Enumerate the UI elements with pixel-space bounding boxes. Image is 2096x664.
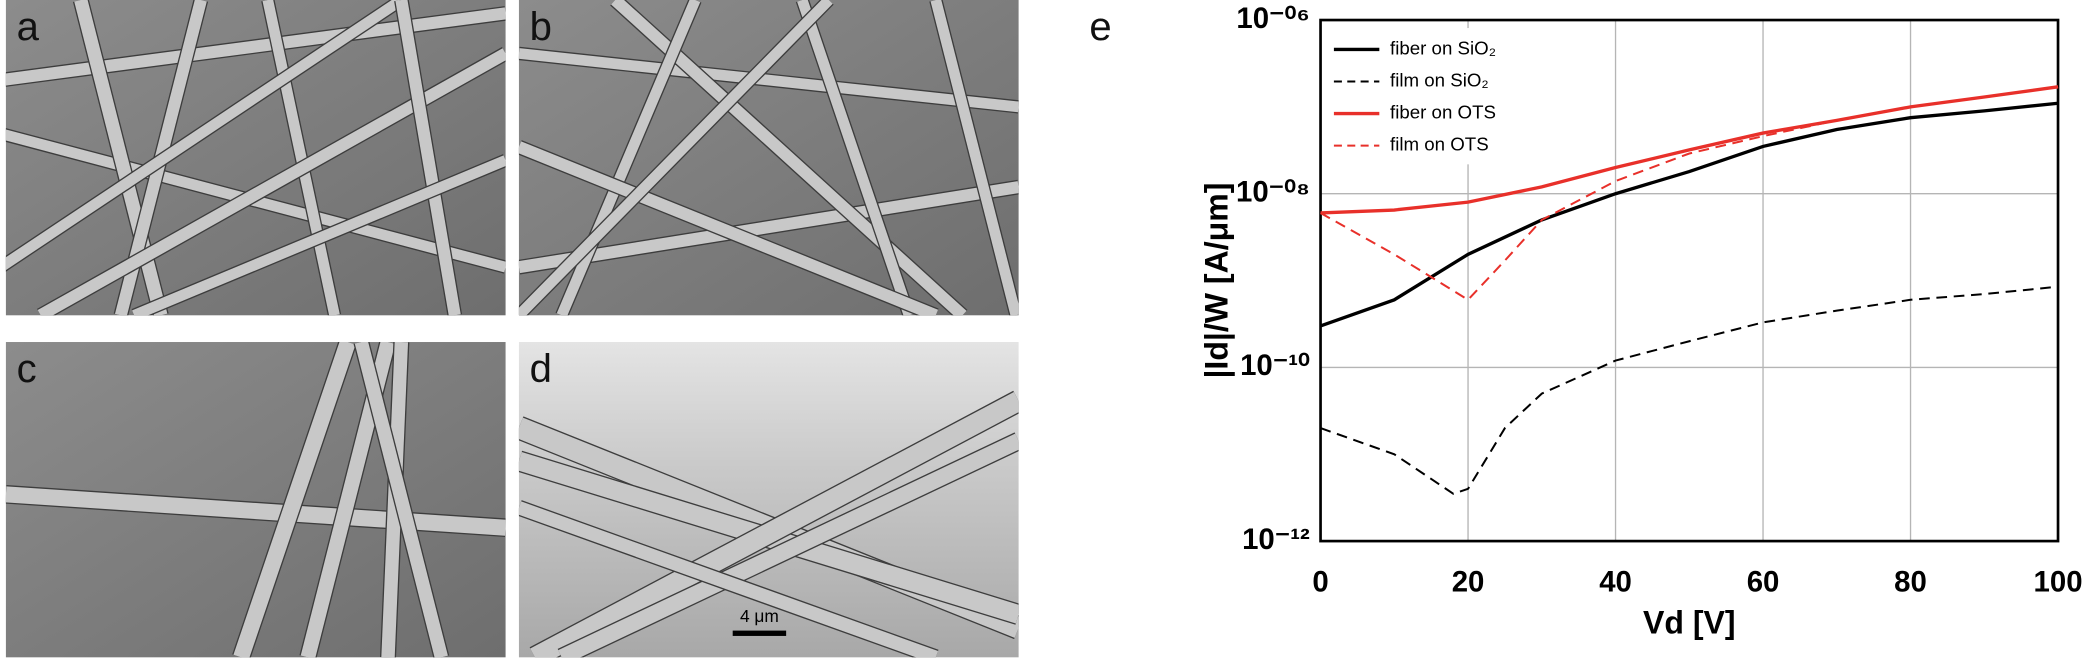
fiber xyxy=(930,0,1019,316)
panel-label: e xyxy=(1089,5,1111,49)
fibers xyxy=(5,0,1019,658)
fiber xyxy=(5,0,405,271)
fiber-group xyxy=(5,0,506,316)
fiber-group xyxy=(518,0,1019,316)
y-axis-title: |Id|/W [A/μm] xyxy=(1198,183,1234,379)
chart: 0 20 40 60 80 100 10⁻¹² 10⁻¹⁰ 10⁻⁰⁸ 10⁻⁰⁶ Vd [V] |I… xyxy=(1198,2,2082,641)
y-tick-label: 10⁻¹² xyxy=(1242,523,1310,556)
x-tick-label: 100 xyxy=(2034,566,2083,599)
fiber xyxy=(518,181,1019,274)
legend-label: film on SiO₂ xyxy=(1390,69,1489,90)
fiber xyxy=(262,0,340,316)
y-tick-label: 10⁻⁰⁸ xyxy=(1236,175,1310,208)
fiber xyxy=(132,155,506,316)
fiber xyxy=(518,501,939,658)
legend-label: fiber on OTS xyxy=(1390,101,1496,122)
y-tick-label: 10⁻¹⁰ xyxy=(1240,349,1310,382)
fiber xyxy=(530,391,1019,658)
panel-label: c xyxy=(17,347,37,391)
y-tick-label: 10⁻⁰⁶ xyxy=(1236,2,1309,35)
legend-label: fiber on SiO₂ xyxy=(1390,37,1496,58)
fiber xyxy=(556,0,701,316)
panel-label: d xyxy=(530,347,552,391)
x-tick-label: 40 xyxy=(1599,566,1632,599)
series-line xyxy=(1320,85,2059,302)
legend-label: film on OTS xyxy=(1390,134,1489,155)
scale-bar-label: 4 μm xyxy=(740,606,779,626)
x-axis-title: Vd [V] xyxy=(1643,605,1736,641)
series-line xyxy=(1320,285,2059,495)
fiber-group xyxy=(5,342,506,658)
fiber xyxy=(518,141,939,316)
x-tick-label: 0 xyxy=(1312,566,1328,599)
panel-label: b xyxy=(530,5,552,49)
series-line xyxy=(1319,101,2059,328)
fiber xyxy=(233,342,356,658)
fiber xyxy=(5,7,506,86)
fiber xyxy=(558,433,1019,658)
series-line xyxy=(1320,85,2059,215)
fiber xyxy=(518,48,1019,113)
fiber-group xyxy=(518,390,1019,658)
x-tick-label: 20 xyxy=(1452,566,1485,599)
fiber xyxy=(797,0,915,316)
fiber xyxy=(37,48,506,316)
fiber xyxy=(395,0,461,316)
x-tick-label: 80 xyxy=(1894,566,1927,599)
scale-bar xyxy=(732,630,787,636)
x-tick-label: 60 xyxy=(1747,566,1780,599)
plot-frame xyxy=(1319,18,2060,543)
fiber xyxy=(5,486,506,536)
fiber xyxy=(518,0,833,316)
panel-label: a xyxy=(17,5,40,49)
fiber xyxy=(354,342,448,658)
